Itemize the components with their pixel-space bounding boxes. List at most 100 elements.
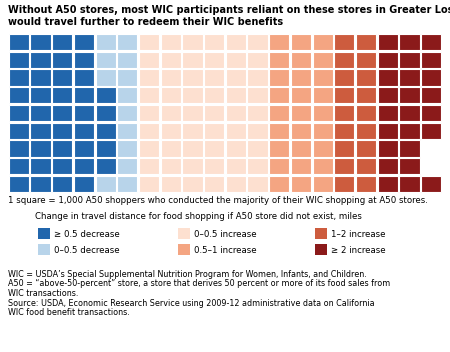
Bar bbox=[95, 105, 116, 121]
Bar bbox=[161, 51, 181, 68]
Bar bbox=[9, 122, 29, 139]
Bar bbox=[182, 122, 202, 139]
Bar bbox=[161, 34, 181, 50]
Bar bbox=[9, 158, 29, 175]
Text: Change in travel distance for food shopping if A50 store did not exist, miles: Change in travel distance for food shopp… bbox=[35, 212, 362, 221]
Bar bbox=[178, 244, 190, 255]
Bar bbox=[74, 87, 94, 103]
Bar bbox=[52, 105, 72, 121]
Bar bbox=[9, 34, 29, 50]
Bar bbox=[269, 69, 289, 86]
Bar bbox=[204, 122, 224, 139]
Bar bbox=[356, 69, 376, 86]
Bar bbox=[248, 140, 268, 157]
Bar bbox=[31, 140, 51, 157]
Bar bbox=[52, 158, 72, 175]
Bar bbox=[291, 51, 311, 68]
Bar bbox=[161, 158, 181, 175]
Bar bbox=[182, 69, 202, 86]
Bar bbox=[378, 69, 398, 86]
Bar bbox=[378, 87, 398, 103]
Bar bbox=[334, 158, 355, 175]
Bar bbox=[313, 34, 333, 50]
Bar bbox=[31, 158, 51, 175]
Bar bbox=[117, 69, 137, 86]
Bar bbox=[226, 87, 246, 103]
Bar bbox=[226, 51, 246, 68]
Bar bbox=[313, 158, 333, 175]
Bar bbox=[421, 51, 441, 68]
Bar bbox=[399, 34, 419, 50]
Bar bbox=[399, 87, 419, 103]
Bar bbox=[161, 176, 181, 192]
Text: A50 = “above-50-percent” store, a store that derives 50 percent or more of its f: A50 = “above-50-percent” store, a store … bbox=[8, 279, 390, 289]
Bar bbox=[9, 140, 29, 157]
Bar bbox=[248, 69, 268, 86]
Bar bbox=[182, 105, 202, 121]
Bar bbox=[313, 176, 333, 192]
Bar bbox=[161, 87, 181, 103]
Bar bbox=[226, 176, 246, 192]
Text: WIC food benefit transactions.: WIC food benefit transactions. bbox=[8, 308, 130, 317]
Bar bbox=[356, 140, 376, 157]
Bar bbox=[226, 34, 246, 50]
Bar bbox=[38, 228, 50, 239]
Bar bbox=[226, 140, 246, 157]
Bar bbox=[182, 158, 202, 175]
Bar bbox=[182, 87, 202, 103]
Bar bbox=[334, 140, 355, 157]
Text: ≥ 0.5 decrease: ≥ 0.5 decrease bbox=[54, 230, 120, 239]
Bar bbox=[356, 51, 376, 68]
Bar bbox=[9, 69, 29, 86]
Bar bbox=[334, 34, 355, 50]
Bar bbox=[9, 87, 29, 103]
Bar bbox=[31, 176, 51, 192]
Bar bbox=[204, 105, 224, 121]
Bar bbox=[117, 176, 137, 192]
Bar bbox=[269, 34, 289, 50]
Bar bbox=[31, 87, 51, 103]
Bar bbox=[378, 51, 398, 68]
Bar bbox=[269, 158, 289, 175]
Bar bbox=[269, 51, 289, 68]
Bar bbox=[334, 51, 355, 68]
Bar bbox=[334, 176, 355, 192]
Bar bbox=[291, 158, 311, 175]
Bar bbox=[226, 122, 246, 139]
Bar bbox=[74, 34, 94, 50]
Bar bbox=[52, 87, 72, 103]
Bar bbox=[356, 158, 376, 175]
Bar bbox=[182, 176, 202, 192]
Bar bbox=[204, 34, 224, 50]
Bar bbox=[226, 105, 246, 121]
Bar bbox=[95, 176, 116, 192]
Bar bbox=[421, 69, 441, 86]
Text: Without A50 stores, most WIC participants reliant on these stores in Greater Los: Without A50 stores, most WIC participant… bbox=[8, 5, 450, 15]
Text: Source: USDA, Economic Research Service using 2009-12 administrative data on Cal: Source: USDA, Economic Research Service … bbox=[8, 298, 374, 308]
Bar bbox=[315, 244, 327, 255]
Text: 1 square = 1,000 A50 shoppers who conducted the majority of their WIC shopping a: 1 square = 1,000 A50 shoppers who conduc… bbox=[8, 196, 428, 205]
Bar bbox=[291, 176, 311, 192]
Bar bbox=[356, 176, 376, 192]
Bar bbox=[161, 105, 181, 121]
Bar bbox=[313, 87, 333, 103]
Bar bbox=[248, 51, 268, 68]
Bar bbox=[161, 69, 181, 86]
Bar bbox=[139, 176, 159, 192]
Bar bbox=[117, 87, 137, 103]
Bar bbox=[315, 228, 327, 239]
Bar bbox=[291, 87, 311, 103]
Bar bbox=[421, 34, 441, 50]
Bar bbox=[117, 51, 137, 68]
Bar bbox=[399, 158, 419, 175]
Bar bbox=[139, 87, 159, 103]
Bar bbox=[269, 87, 289, 103]
Bar bbox=[421, 176, 441, 192]
Bar bbox=[95, 122, 116, 139]
Bar bbox=[182, 51, 202, 68]
Bar bbox=[9, 105, 29, 121]
Bar bbox=[399, 69, 419, 86]
Bar bbox=[95, 51, 116, 68]
Text: would travel further to redeem their WIC benefits: would travel further to redeem their WIC… bbox=[8, 17, 283, 27]
Bar bbox=[313, 105, 333, 121]
